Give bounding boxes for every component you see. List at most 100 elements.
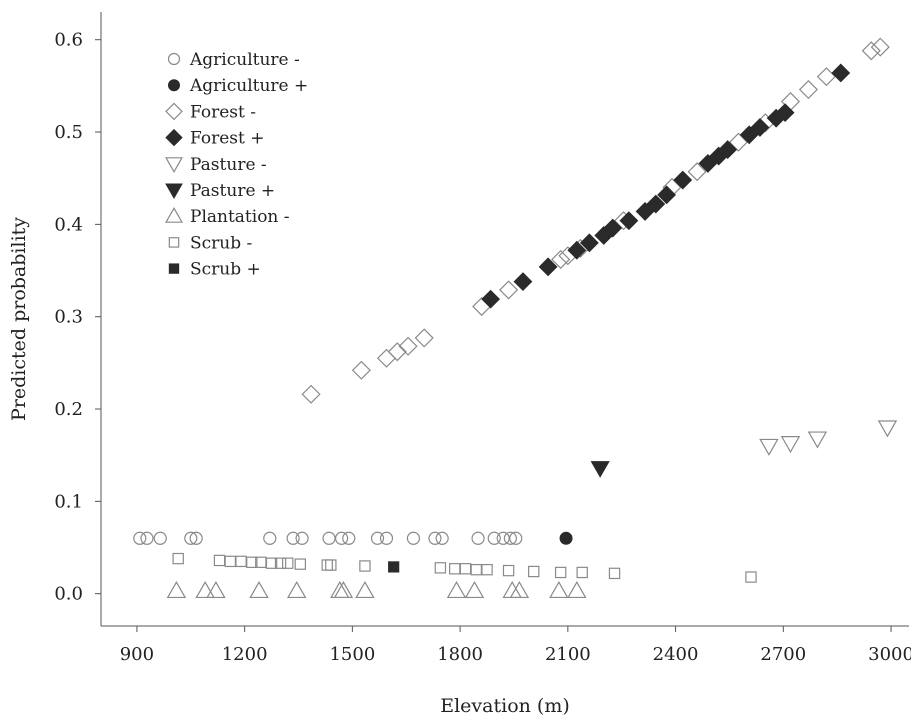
data-point [249,581,269,599]
data-point [487,531,501,545]
y-tick-label: 0.0 [54,584,83,605]
data-point [351,360,371,380]
legend-marker [165,102,183,121]
series-pasture [759,420,898,456]
data-point [355,581,375,599]
data-point [153,531,167,545]
data-point [321,559,333,571]
legend-item-plantation: Plantation - [164,207,290,227]
data-point [673,170,693,190]
y-tick-label: 0.1 [54,491,83,512]
x-tick-label: 2100 [545,644,591,665]
data-point [333,581,354,599]
data-point [551,249,571,269]
data-point [619,211,639,231]
legend-marker [168,263,180,274]
legend-label: Agriculture - [189,50,300,70]
legend-label: Forest - [190,102,256,122]
y-tick-label: 0.2 [54,399,83,420]
x-tick-label: 1800 [437,644,483,665]
legend-marker [167,52,181,66]
data-point [387,342,407,362]
y-tick-label: 0.5 [54,122,83,143]
data-point [590,461,610,478]
legend-marker [164,157,184,173]
data-point [513,272,533,292]
data-point [549,581,569,599]
data-point [224,555,236,568]
data-point [538,257,558,277]
data-point [246,556,258,568]
data-point [286,581,307,599]
data-point [172,552,184,565]
data-point [295,531,309,545]
x-tick-label: 1500 [329,644,375,665]
data-point [470,563,482,576]
data-point [133,531,147,545]
y-tick-label: 0.3 [54,307,83,328]
series-agriculture [559,531,573,545]
x-tick-label: 2400 [653,644,699,665]
data-point [428,531,442,545]
data-point [509,581,530,599]
data-point [608,567,621,580]
data-point [459,563,472,575]
data-point [528,565,540,578]
legend-marker [165,128,183,147]
data-point [282,557,294,569]
data-point [189,531,203,545]
data-point [335,531,349,545]
legend-item-forest: Forest + [165,128,265,149]
data-point [263,531,277,545]
data-point [567,581,587,599]
data-point [265,557,278,569]
data-point [698,154,718,173]
series-scrub [172,552,757,583]
data-point [206,581,226,599]
series-plantation [166,581,587,599]
legend-marker [165,183,183,199]
data-point [816,67,836,87]
legend-item-scrub: Scrub - [168,233,252,253]
data-point [449,563,461,575]
data-point [861,41,881,61]
legend-label: Pasture - [190,155,267,175]
data-point [434,562,447,574]
legend-item-agriculture: Agriculture + [168,76,308,96]
legend-item-forest: Forest - [165,102,256,122]
legend-label: Scrub - [190,233,252,253]
data-point [166,581,187,599]
data-point [567,240,587,260]
data-point [780,436,801,454]
data-point [184,531,198,545]
data-point [235,555,247,568]
data-point [798,80,818,100]
data-point [775,103,795,123]
data-point [376,348,397,368]
data-point [646,194,666,214]
x-tick-label: 900 [120,644,154,665]
data-point [877,420,898,438]
data-point [274,557,287,569]
legend-label: Scrub + [190,260,261,280]
series-forest [301,37,890,404]
data-point [496,531,510,545]
data-point [728,132,748,152]
legend-label: Agriculture + [189,76,308,96]
data-point [739,125,759,145]
data-point [687,162,707,182]
data-point [499,280,519,300]
y-tick-label: 0.6 [54,30,83,51]
legend-marker [164,207,184,223]
data-point [464,581,485,599]
data-point [509,531,523,545]
y-axis-title: Predicted probability [8,217,30,421]
data-point [554,566,567,579]
x-axis-title: Elevation (m) [440,695,570,717]
legend: Agriculture - Agriculture + Forest - Forest… [164,50,308,280]
data-point [322,531,336,545]
data-point [759,438,779,456]
data-point [388,561,400,573]
y-ticks: 0.0 0.1 0.2 0.3 0.4 0.5 0.6 [54,30,101,605]
